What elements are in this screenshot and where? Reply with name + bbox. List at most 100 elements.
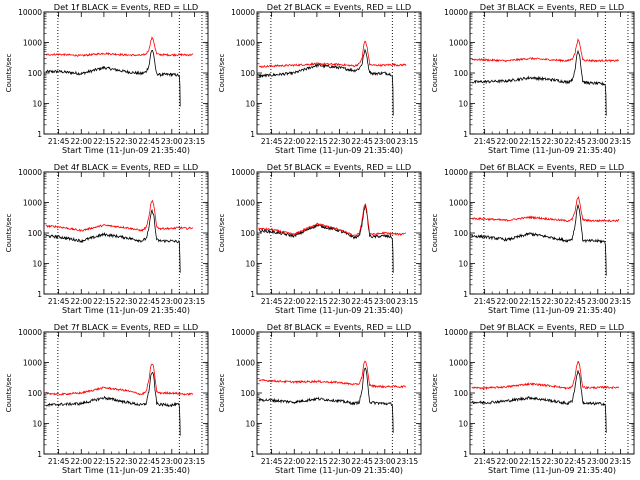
y-tick-label: 100 (454, 389, 469, 398)
y-axis-label: Counts/sec (218, 374, 226, 413)
y-tick-label: 1000 (23, 359, 42, 368)
y-tick-label: 1000 (449, 359, 468, 368)
panel-title: Det 6f BLACK = Events, RED = LLD (480, 162, 624, 172)
x-tick-label: 23:00 (587, 137, 609, 146)
y-tick-label: 10000 (18, 168, 42, 177)
x-tick-label: 22:15 (306, 137, 328, 146)
x-tick-label: 23:00 (587, 297, 609, 306)
y-tick-label: 100 (28, 69, 43, 78)
plot-frame (256, 171, 422, 295)
x-tick-label: 23:00 (374, 137, 396, 146)
x-tick-label: 22:00 (283, 137, 305, 146)
events-trace (258, 48, 394, 116)
detector-panel: Det 5f BLACK = Events, RED = LLD 1 10 100 10… (218, 162, 422, 315)
y-tick-label: 10000 (444, 328, 468, 337)
y-tick-label: 10 (245, 260, 255, 269)
events-trace (471, 370, 607, 433)
x-tick-label: 22:15 (93, 297, 115, 306)
detector-panel: Det 3f BLACK = Events, RED = LLD 1 10 100 10… (431, 2, 635, 155)
lld-trace (258, 40, 407, 68)
y-tick-label: 10 (245, 100, 255, 109)
y-axis-label: Counts/sec (218, 214, 226, 253)
x-axis-label: Start Time (11-Jun-09 21:35:40) (275, 306, 403, 315)
y-tick-label: 10000 (18, 8, 42, 17)
y-tick-label: 1 (250, 450, 255, 459)
x-tick-label: 21:45 (261, 297, 283, 306)
x-axis-label: Start Time (11-Jun-09 21:35:40) (488, 466, 616, 475)
y-axis-label: Counts/sec (431, 374, 439, 413)
panel-title: Det 9f BLACK = Events, RED = LLD (480, 322, 624, 332)
detector-panel: Det 2f BLACK = Events, RED = LLD 1 10 100 10… (218, 2, 422, 155)
detector-panel: Det 4f BLACK = Events, RED = LLD 1 10 100 10… (5, 162, 209, 315)
x-tick-label: 22:45 (351, 137, 373, 146)
y-tick-label: 100 (454, 69, 469, 78)
y-tick-label: 1 (37, 450, 42, 459)
x-tick-label: 22:30 (542, 457, 564, 466)
x-tick-label: 22:00 (283, 457, 305, 466)
lld-trace (258, 360, 407, 389)
x-tick-label: 22:45 (351, 297, 373, 306)
x-tick-label: 22:00 (496, 297, 518, 306)
detector-panel: Det 6f BLACK = Events, RED = LLD 1 10 100 10… (431, 162, 635, 315)
detector-panel: Det 1f BLACK = Events, RED = LLD 1 10 100 10… (5, 2, 209, 155)
x-tick-label: 23:00 (161, 297, 183, 306)
x-tick-label: 23:00 (374, 297, 396, 306)
x-tick-label: 22:15 (519, 457, 541, 466)
y-tick-label: 1 (463, 290, 468, 299)
y-tick-label: 1000 (236, 199, 255, 208)
x-tick-label: 22:30 (329, 457, 351, 466)
y-tick-label: 1000 (449, 39, 468, 48)
x-tick-label: 23:15 (610, 137, 632, 146)
detector-panel: Det 9f BLACK = Events, RED = LLD 1 10 100 10… (431, 322, 635, 475)
y-tick-label: 1000 (449, 199, 468, 208)
x-tick-label: 22:15 (519, 137, 541, 146)
plot-frame (256, 11, 422, 135)
y-tick-label: 100 (241, 389, 256, 398)
y-tick-label: 1000 (23, 39, 42, 48)
x-tick-label: 22:30 (116, 137, 138, 146)
y-tick-label: 10 (245, 420, 255, 429)
x-axis-label: Start Time (11-Jun-09 21:35:40) (62, 146, 190, 155)
y-tick-label: 100 (241, 69, 256, 78)
x-tick-label: 21:45 (261, 137, 283, 146)
y-tick-label: 10 (458, 420, 468, 429)
y-tick-label: 100 (28, 229, 43, 238)
x-tick-label: 23:15 (610, 297, 632, 306)
x-tick-label: 22:00 (496, 457, 518, 466)
x-tick-label: 23:15 (184, 297, 206, 306)
events-trace (45, 208, 181, 273)
y-tick-label: 100 (28, 389, 43, 398)
x-tick-label: 23:15 (610, 457, 632, 466)
panel-title: Det 5f BLACK = Events, RED = LLD (267, 162, 411, 172)
x-axis-label: Start Time (11-Jun-09 21:35:40) (62, 306, 190, 315)
y-tick-label: 1 (250, 290, 255, 299)
x-tick-label: 22:15 (93, 137, 115, 146)
x-tick-label: 22:30 (542, 137, 564, 146)
y-axis-label: Counts/sec (5, 54, 13, 93)
x-tick-label: 22:30 (329, 137, 351, 146)
y-tick-label: 1 (37, 290, 42, 299)
y-tick-label: 10 (458, 100, 468, 109)
lld-trace (258, 203, 407, 237)
y-tick-label: 1 (463, 130, 468, 139)
y-axis-label: Counts/sec (431, 54, 439, 93)
x-tick-label: 22:45 (138, 457, 160, 466)
x-tick-label: 22:00 (70, 457, 92, 466)
lld-trace (45, 36, 194, 57)
x-axis-label: Start Time (11-Jun-09 21:35:40) (275, 146, 403, 155)
y-tick-label: 10000 (18, 328, 42, 337)
events-trace (258, 205, 394, 273)
x-tick-label: 22:30 (116, 297, 138, 306)
y-tick-label: 1000 (236, 359, 255, 368)
x-tick-label: 22:15 (306, 297, 328, 306)
events-trace (471, 49, 607, 116)
x-tick-label: 23:15 (184, 137, 206, 146)
detector-panel: Det 8f BLACK = Events, RED = LLD 1 10 100 10… (218, 322, 422, 475)
plot-frame (43, 171, 209, 295)
y-axis-label: Counts/sec (5, 374, 13, 413)
y-tick-label: 1000 (23, 199, 42, 208)
x-tick-label: 21:45 (48, 297, 70, 306)
x-tick-label: 22:15 (93, 457, 115, 466)
x-tick-label: 23:00 (374, 457, 396, 466)
